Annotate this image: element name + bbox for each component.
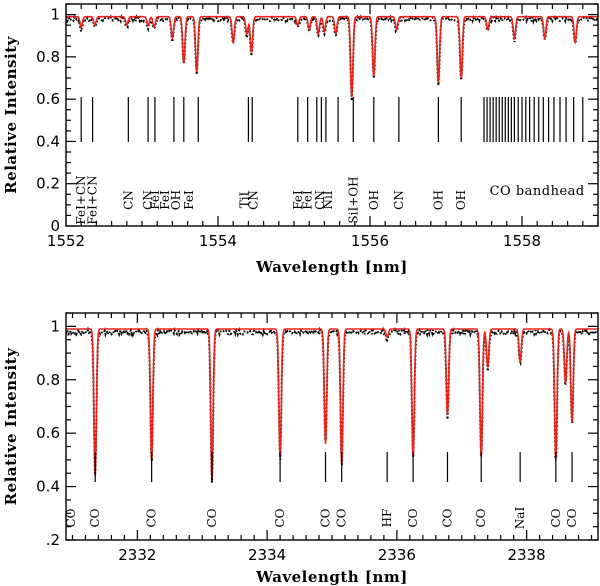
line-id-label: CO: [319, 508, 333, 527]
line-id-label: SiI+OH: [346, 176, 360, 223]
line-id-label: CO: [88, 508, 102, 527]
line-id-label: CO: [335, 508, 349, 527]
model-spectrum-series: [66, 15, 598, 98]
line-id-label: CO: [565, 508, 579, 527]
y-axis-title: Relative Intensity: [2, 347, 20, 505]
y-tick-label: 0.6: [36, 90, 60, 108]
band-label: CO bandhead: [490, 184, 585, 199]
y-tick-label: 0.2: [36, 175, 60, 193]
x-tick-label: 1558: [503, 232, 541, 250]
line-id-label: NiI: [321, 190, 335, 209]
line-id-label: FeI: [158, 190, 172, 210]
x-tick-label: 1554: [199, 232, 237, 250]
y-tick-label: 0.8: [36, 48, 60, 66]
plot-frame: [65, 3, 599, 227]
x-tick-label: 2336: [378, 546, 416, 564]
y-tick-label: 1: [50, 6, 60, 24]
line-id-label: TiI: [238, 191, 252, 208]
x-tick-label: 1552: [47, 232, 85, 250]
x-tick-label: 2334: [248, 546, 286, 564]
line-id-label: CN: [141, 190, 155, 210]
x-tick-label: 2338: [508, 546, 546, 564]
y-tick-label: 0.4: [36, 132, 60, 150]
x-axis-title: Wavelength [nm]: [255, 568, 408, 586]
line-id-label: FeI+CN: [74, 175, 88, 224]
line-id-label: CN: [313, 190, 327, 210]
line-id-label: CO: [440, 508, 454, 527]
x-axis-title: Wavelength [nm]: [255, 258, 408, 276]
line-id-label: FeI: [182, 190, 196, 210]
y-tick-label: 1: [50, 317, 60, 335]
line-id-label: CO: [64, 508, 78, 527]
x-tick-label: 2332: [118, 546, 156, 564]
line-id-label: FeI: [148, 190, 162, 210]
line-id-label: CO: [549, 508, 563, 527]
y-tick-label: 0.6: [36, 424, 60, 442]
line-id-label: FeI+CN: [86, 175, 100, 224]
line-id-label: OH: [169, 190, 183, 210]
line-id-label: CO: [474, 508, 488, 527]
line-id-label: NaI: [513, 507, 527, 530]
line-id-label: CO: [145, 508, 159, 527]
x-tick-label: 1556: [351, 232, 389, 250]
line-id-label: CO: [273, 508, 287, 527]
y-tick-label: 0.4: [36, 478, 60, 496]
line-id-label: CN: [121, 190, 135, 210]
line-id-label: CO: [205, 508, 219, 527]
y-tick-label: .2: [46, 531, 60, 549]
line-id-label: OH: [367, 190, 381, 210]
line-id-label: FeI: [291, 190, 305, 210]
line-id-label: CN: [392, 190, 406, 210]
y-tick-label: 0.8: [36, 371, 60, 389]
line-id-label: FeI: [301, 190, 315, 210]
model-spectrum-series: [66, 328, 598, 479]
bottom-spectrum-panel: 2332 2334 2336 2338 .2 0.4 0.6 0.8 1 Wavelength […: [2, 312, 599, 586]
line-id-label: OH: [454, 190, 468, 210]
top-spectrum-panel: 1552 1554 1556 1558 0 0.2 0.4 0.6 0.8 1 Wavelength…: [2, 3, 599, 276]
y-tick-label: 0: [50, 217, 60, 235]
observed-spectrum-series: [66, 13, 598, 101]
line-id-label: HF: [380, 509, 394, 528]
line-id-label: CO: [406, 508, 420, 527]
y-axis-title: Relative Intensity: [2, 35, 20, 193]
line-id-label: CN: [247, 190, 261, 210]
line-id-label: OH: [431, 190, 445, 210]
observed-spectrum-series: [66, 326, 598, 483]
